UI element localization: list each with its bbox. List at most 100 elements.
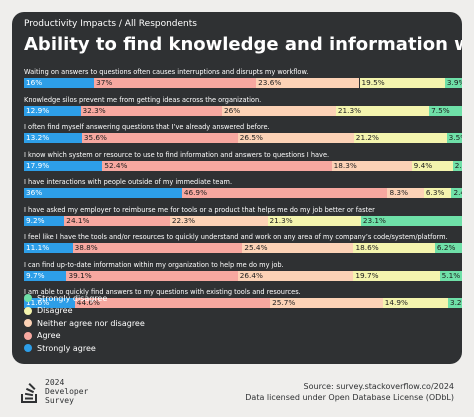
stacked-bar: 16%37%23.6%19.5%3.9% bbox=[24, 78, 462, 88]
bar-segment: 21.2% bbox=[353, 133, 447, 143]
bar-segment: 23.1% bbox=[360, 215, 462, 226]
bar-row: I often find myself answering questions … bbox=[24, 123, 462, 151]
bar-segment: 2.4% bbox=[451, 188, 462, 198]
bar-segment: 21.3% bbox=[335, 105, 430, 116]
bar-row: Waiting on answers to questions often ca… bbox=[24, 68, 462, 96]
bar-segment: 38.8% bbox=[72, 243, 243, 253]
stacked-bar: 9.7% 39.1% 26.4% 19.7% 5.1% bbox=[24, 270, 462, 281]
bar-segment: 44.6% bbox=[74, 298, 271, 308]
logo-text: 2024 Developer Survey bbox=[45, 378, 88, 405]
source-text: Source: survey.stackoverflow.co/2024 bbox=[303, 382, 454, 391]
bar-segment: 18.6% bbox=[353, 243, 435, 253]
bar-segment: 23.6% bbox=[256, 78, 360, 88]
chart-panel: Productivity Impacts / All Respondents A… bbox=[12, 12, 462, 364]
bar-segment: 9.7% bbox=[24, 270, 67, 281]
logo-line1: Developer bbox=[45, 387, 89, 396]
logo-line2: Survey bbox=[45, 396, 74, 405]
legend-swatch bbox=[24, 331, 32, 340]
stacked-bar: 12.9% 32.3% 26% 21.3% 7.5% bbox=[24, 105, 462, 116]
bar-segment: 3.9% bbox=[444, 78, 462, 88]
bar-segment: 3.2% bbox=[447, 298, 462, 308]
legend-swatch bbox=[24, 294, 32, 303]
bar-segment: 8.3% bbox=[387, 188, 424, 198]
bar-segment: 35.6% bbox=[81, 133, 238, 143]
bar-row: I know which system or resource to use t… bbox=[24, 151, 462, 179]
bar-segment: 7.5% bbox=[429, 105, 462, 116]
bar-segment: 39.1% bbox=[66, 270, 238, 281]
legend-swatch bbox=[24, 319, 32, 328]
bar-segment: 25.4% bbox=[242, 243, 354, 253]
legend-label: Strongly agree bbox=[37, 343, 96, 353]
stacked-bar: 11.6%44.6%25.7%14.9%3.2% bbox=[24, 298, 462, 308]
category-label: I have interactions with people outside … bbox=[24, 178, 233, 186]
legend-swatch bbox=[24, 344, 32, 353]
stacked-bar: 17.9%52.4%18.3%9.4%2.1% bbox=[24, 160, 462, 171]
bar-segment: 17.9% bbox=[24, 160, 103, 171]
legend-item: Agree bbox=[24, 330, 145, 343]
logo-year: 2024 bbox=[45, 378, 65, 387]
bar-segment: 26% bbox=[221, 105, 336, 116]
bar-segment: 37% bbox=[94, 78, 257, 88]
legend-item: Disagree bbox=[24, 305, 145, 318]
bar-segment: 46.9% bbox=[181, 188, 388, 198]
category-label: I am able to quickly find answers to my … bbox=[24, 288, 301, 296]
category-label: I feel like I have the tools and/or reso… bbox=[24, 233, 448, 241]
legend-item: Strongly disagree bbox=[24, 292, 145, 305]
bar-segment: 3.5% bbox=[446, 133, 462, 143]
legend-label: Neither agree nor disagree bbox=[37, 318, 145, 328]
bar-row: I feel like I have the tools and/or reso… bbox=[24, 233, 462, 261]
legend-label: Disagree bbox=[37, 306, 73, 316]
bar-segment: 32.3% bbox=[80, 105, 222, 116]
legend-label: Agree bbox=[37, 331, 61, 341]
bar-segment: 16% bbox=[24, 78, 95, 88]
bar-segment: 19.5% bbox=[359, 78, 445, 88]
stacked-bar: 9.2% 24.1% 22.3% 21.3% 23.1% bbox=[24, 215, 462, 226]
bar-row: I can find up-to-date information within… bbox=[24, 261, 462, 289]
stack-overflow-logo-icon bbox=[21, 382, 37, 403]
legend-swatch bbox=[24, 306, 32, 315]
category-label: Waiting on answers to questions often ca… bbox=[24, 68, 309, 76]
source-note: Source: survey.stackoverflow.co/2024 Dat… bbox=[245, 381, 454, 403]
bar-segment: 52.4% bbox=[102, 160, 332, 171]
category-label: I often find myself answering questions … bbox=[24, 123, 270, 131]
category-label: I know which system or resource to use t… bbox=[24, 150, 330, 159]
bar-segment: 9.2% bbox=[24, 215, 65, 226]
bar-segment: 25.7% bbox=[270, 298, 383, 308]
bar-segment: 21.3% bbox=[267, 215, 361, 226]
chart-title: Ability to find knowledge and informatio… bbox=[24, 34, 462, 55]
legend-item: Neither agree nor disagree bbox=[24, 317, 145, 330]
bar-segment: 11.6% bbox=[24, 298, 75, 308]
category-label: I can find up-to-date information within… bbox=[24, 260, 284, 269]
stacked-bar: 11.1% 38.8% 25.4% 18.6% 6.2% bbox=[24, 243, 462, 253]
bar-row: I am able to quickly find answers to my … bbox=[24, 288, 462, 316]
bar-segment: 22.3% bbox=[169, 215, 268, 226]
stacked-bar: 36%46.9%8.3%6.3%2.4% bbox=[24, 188, 462, 198]
bar-segment: 9.4% bbox=[411, 160, 453, 171]
bar-segment: 26.5% bbox=[237, 133, 354, 143]
bar-segment: 2.1% bbox=[452, 160, 462, 171]
chart-legend: Strongly disagree Disagree Neither agree n… bbox=[24, 292, 145, 355]
bar-segment: 24.1% bbox=[64, 215, 170, 226]
bar-segment: 12.9% bbox=[24, 105, 81, 116]
bar-segment: 18.3% bbox=[331, 160, 412, 171]
bar-segment: 11.1% bbox=[24, 243, 73, 253]
bar-row: Knowledge silos prevent me from getting … bbox=[24, 96, 462, 124]
bar-segment: 26.4% bbox=[237, 270, 354, 281]
bar-row: I have asked my employer to reimburse me… bbox=[24, 206, 462, 234]
category-label: I have asked my employer to reimburse me… bbox=[24, 205, 375, 214]
bar-rows: Waiting on answers to questions often ca… bbox=[24, 68, 462, 316]
bar-segment: 5.1% bbox=[439, 270, 462, 281]
bar-segment: 6.2% bbox=[434, 243, 462, 253]
legend-item: Strongly agree bbox=[24, 342, 145, 355]
stacked-bar: 13.2%35.6%26.5%21.2%3.5% bbox=[24, 133, 462, 143]
bar-row: I have interactions with people outside … bbox=[24, 178, 462, 206]
chart-eyebrow: Productivity Impacts / All Respondents bbox=[24, 19, 197, 29]
bar-segment: 14.9% bbox=[382, 298, 448, 308]
category-label: Knowledge silos prevent me from getting … bbox=[24, 95, 262, 104]
legend-label: Strongly disagree bbox=[37, 293, 108, 303]
bar-segment: 19.7% bbox=[353, 270, 440, 281]
license-text: Data licensed under Open Database Licens… bbox=[245, 393, 454, 402]
bar-segment: 36% bbox=[24, 188, 182, 198]
survey-logo: 2024 Developer Survey bbox=[20, 378, 88, 405]
bar-segment: 6.3% bbox=[423, 188, 452, 198]
